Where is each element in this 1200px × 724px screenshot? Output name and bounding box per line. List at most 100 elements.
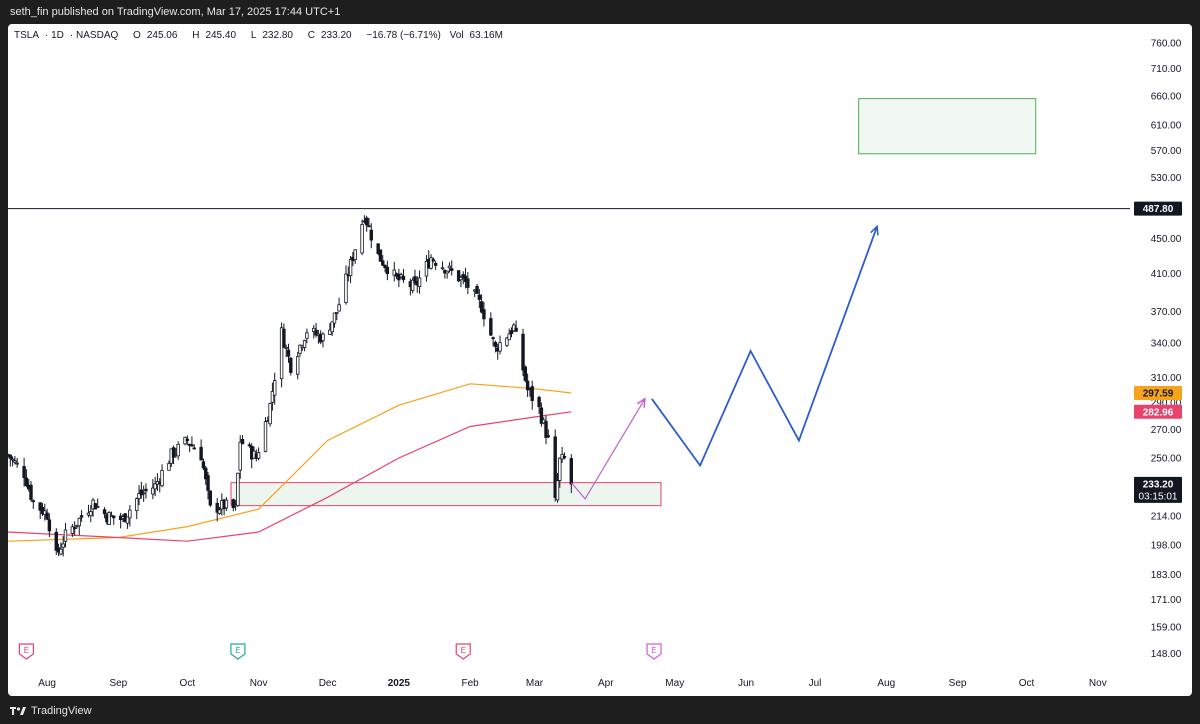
candle-body (523, 366, 528, 381)
candle (284, 344, 288, 358)
candle (167, 460, 171, 471)
candle (569, 454, 573, 493)
candle-body (450, 268, 454, 271)
candle-body (367, 225, 371, 228)
candle (509, 327, 514, 338)
candle-body (72, 527, 77, 530)
candle (279, 322, 284, 388)
candle (399, 272, 403, 279)
projection-blue-path (651, 226, 878, 468)
candle (204, 465, 208, 485)
candle-body (59, 548, 63, 555)
candle (240, 435, 245, 445)
candle-body (433, 262, 438, 266)
ma-red-price-tag-bg (1134, 404, 1182, 419)
candle (392, 261, 396, 282)
candle-body (204, 467, 208, 480)
legend-symbol[interactable]: TSLA · 1D · NASDAQ (14, 30, 119, 41)
candle (477, 288, 482, 309)
y-axis-tick-label: 270.00 (1151, 425, 1182, 436)
candle (95, 498, 100, 508)
projection-blue-arrowhead (870, 224, 879, 236)
chart-panel[interactable]: E E E E Aug Sep Oct Nov Dec 2025 Feb Mar Apr May Jun Ju… (8, 24, 1192, 696)
zone-rectangle-2[interactable] (858, 98, 1037, 155)
candle-body (224, 499, 229, 509)
candle-body (47, 519, 52, 532)
candle-body (153, 483, 157, 490)
candle (13, 456, 17, 465)
candle (525, 373, 530, 397)
candle (558, 457, 562, 488)
candle-body (505, 337, 509, 346)
earnings-marker-label: E (461, 646, 466, 655)
candle (208, 490, 213, 507)
candle-body (314, 329, 318, 336)
candle-body (298, 344, 302, 354)
symbol-exchange: NASDAQ (76, 30, 119, 41)
candle-body (185, 438, 190, 442)
candle (353, 249, 357, 264)
candle (489, 312, 493, 337)
candle-body (305, 332, 309, 339)
earnings-marker-4[interactable]: E (646, 643, 662, 660)
candle (256, 447, 261, 461)
candle (364, 215, 369, 232)
candle (546, 429, 551, 439)
candle (192, 444, 196, 450)
candle-body (217, 509, 222, 514)
candle (383, 264, 387, 273)
candle (59, 542, 63, 556)
candle (22, 457, 26, 487)
moving-average-line-1 (8, 383, 572, 542)
candle (314, 322, 318, 338)
candle-body (491, 337, 495, 340)
earnings-marker-1[interactable]: E (18, 643, 34, 660)
legend-low: L 232.80 (250, 30, 293, 41)
candle (201, 458, 206, 471)
candle-body (141, 492, 146, 495)
candle (537, 395, 541, 414)
candle-body (477, 294, 482, 300)
earnings-marker-3[interactable]: E (455, 643, 471, 660)
candle-body (190, 444, 194, 447)
y-axis-tick-label: 410.00 (1151, 269, 1182, 280)
candle-body (273, 380, 277, 396)
candle-body (171, 447, 176, 458)
candle-body (475, 285, 479, 294)
candle (31, 499, 35, 509)
price-chart[interactable]: E E E E Aug Sep Oct Nov Dec 2025 Feb Mar Apr May Jun Ju… (8, 24, 1192, 696)
candle-body (238, 441, 242, 471)
candle-body (208, 490, 213, 506)
candle (505, 336, 509, 348)
candle (139, 481, 144, 499)
candle (397, 268, 401, 288)
candle-body (13, 460, 17, 463)
candle-body (95, 505, 100, 508)
candle-body (15, 462, 19, 465)
candle-body (509, 330, 514, 334)
tradingview-logo[interactable]: TradingView (10, 702, 92, 720)
candle (289, 356, 293, 376)
candle (72, 521, 77, 536)
candle-body (537, 397, 541, 408)
candle (431, 257, 436, 263)
legend-change: −16.78 (−6.71%) (366, 30, 441, 41)
candle (79, 510, 84, 522)
candle (507, 328, 511, 341)
earnings-marker-2[interactable]: E (230, 643, 246, 660)
candle (450, 260, 454, 276)
candle-body (321, 333, 325, 342)
candle-body (482, 309, 486, 320)
candle-body (378, 249, 383, 262)
candle (118, 512, 123, 529)
candle-body (410, 279, 415, 291)
zone-rectangle-1[interactable] (230, 482, 662, 507)
earnings-marker-label: E (24, 646, 29, 655)
candle (498, 335, 502, 355)
y-axis-tick-label: 340.00 (1151, 339, 1182, 350)
candle (332, 312, 337, 328)
y-axis-tick-label: 710.00 (1151, 64, 1182, 75)
candle-body (279, 327, 284, 380)
candle-body (447, 265, 452, 269)
ma-orange-price-tag: 297.59 (1134, 385, 1182, 400)
